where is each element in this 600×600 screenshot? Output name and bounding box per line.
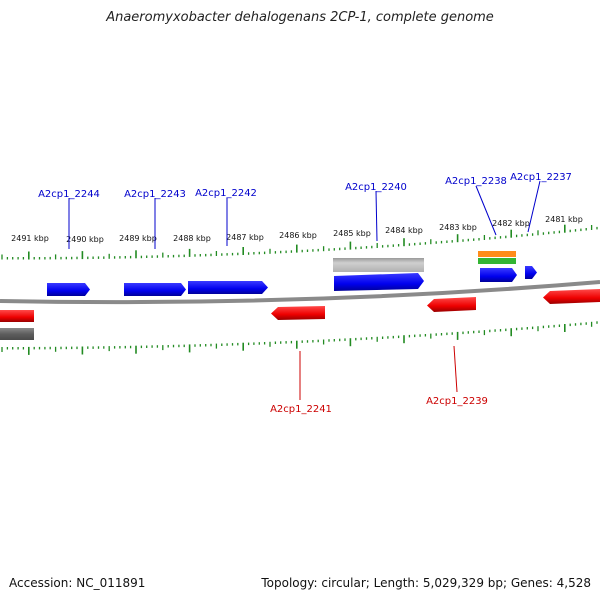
tick-track-lower: [1, 321, 598, 355]
tick-label: 2482 kbp: [492, 219, 530, 228]
reverse-gene-arrow: [427, 297, 476, 312]
gene-label-forward: A2cp1_2240: [345, 182, 407, 193]
forward-gene-arrow: [47, 283, 90, 296]
tick-label: 2491 kbp: [11, 234, 49, 243]
reverse-gene-arrow: [543, 289, 600, 304]
forward-gene-arrow: [525, 266, 537, 279]
gene-label-forward: A2cp1_2237: [510, 172, 572, 183]
gene-label-forward: A2cp1_2238: [445, 176, 507, 187]
feature-bar: [333, 258, 424, 272]
accession-text: Accession: NC_011891: [9, 576, 146, 590]
trna-mark: [478, 258, 516, 264]
tick-label: 2484 kbp: [385, 226, 423, 235]
gene-label-forward: A2cp1_2242: [195, 188, 257, 199]
tick-label: 2485 kbp: [333, 229, 371, 238]
forward-gene-arrow: [334, 273, 424, 291]
genome-summary-text: Topology: circular; Length: 5,029,329 bp…: [261, 576, 591, 590]
reverse-gene-arrow: [0, 310, 34, 322]
gene-label-forward: A2cp1_2243: [124, 189, 186, 200]
tick-label: 2489 kbp: [119, 234, 157, 243]
gene-label-reverse: A2cp1_2241: [270, 404, 332, 415]
reverse-gene-arrow: [271, 306, 325, 320]
gene-label-forward: A2cp1_2244: [38, 189, 100, 200]
map-title: Anaeromyxobacter dehalogenans 2CP-1, com…: [106, 10, 494, 25]
gene-label-reverse: A2cp1_2239: [426, 396, 488, 407]
gene-label-leader: [375, 190, 378, 242]
tick-label: 2481 kbp: [545, 215, 583, 224]
gene-label-leader: [527, 180, 541, 233]
tick-track-upper: [1, 224, 598, 260]
feature-bar: [0, 328, 34, 340]
tick-label: 2487 kbp: [226, 233, 264, 242]
genome-backbone: [0, 280, 600, 305]
gene-label-leader: [475, 185, 497, 236]
gene-label-leader: [453, 345, 458, 393]
forward-gene-arrow: [480, 268, 517, 282]
forward-gene-arrow: [124, 283, 186, 296]
tick-label: 2483 kbp: [439, 223, 477, 232]
tick-label: 2488 kbp: [173, 234, 211, 243]
forward-gene-arrow: [188, 281, 268, 294]
rrna-mark: [478, 251, 516, 257]
tick-label: 2490 kbp: [66, 235, 104, 244]
tick-label: 2486 kbp: [279, 231, 317, 240]
